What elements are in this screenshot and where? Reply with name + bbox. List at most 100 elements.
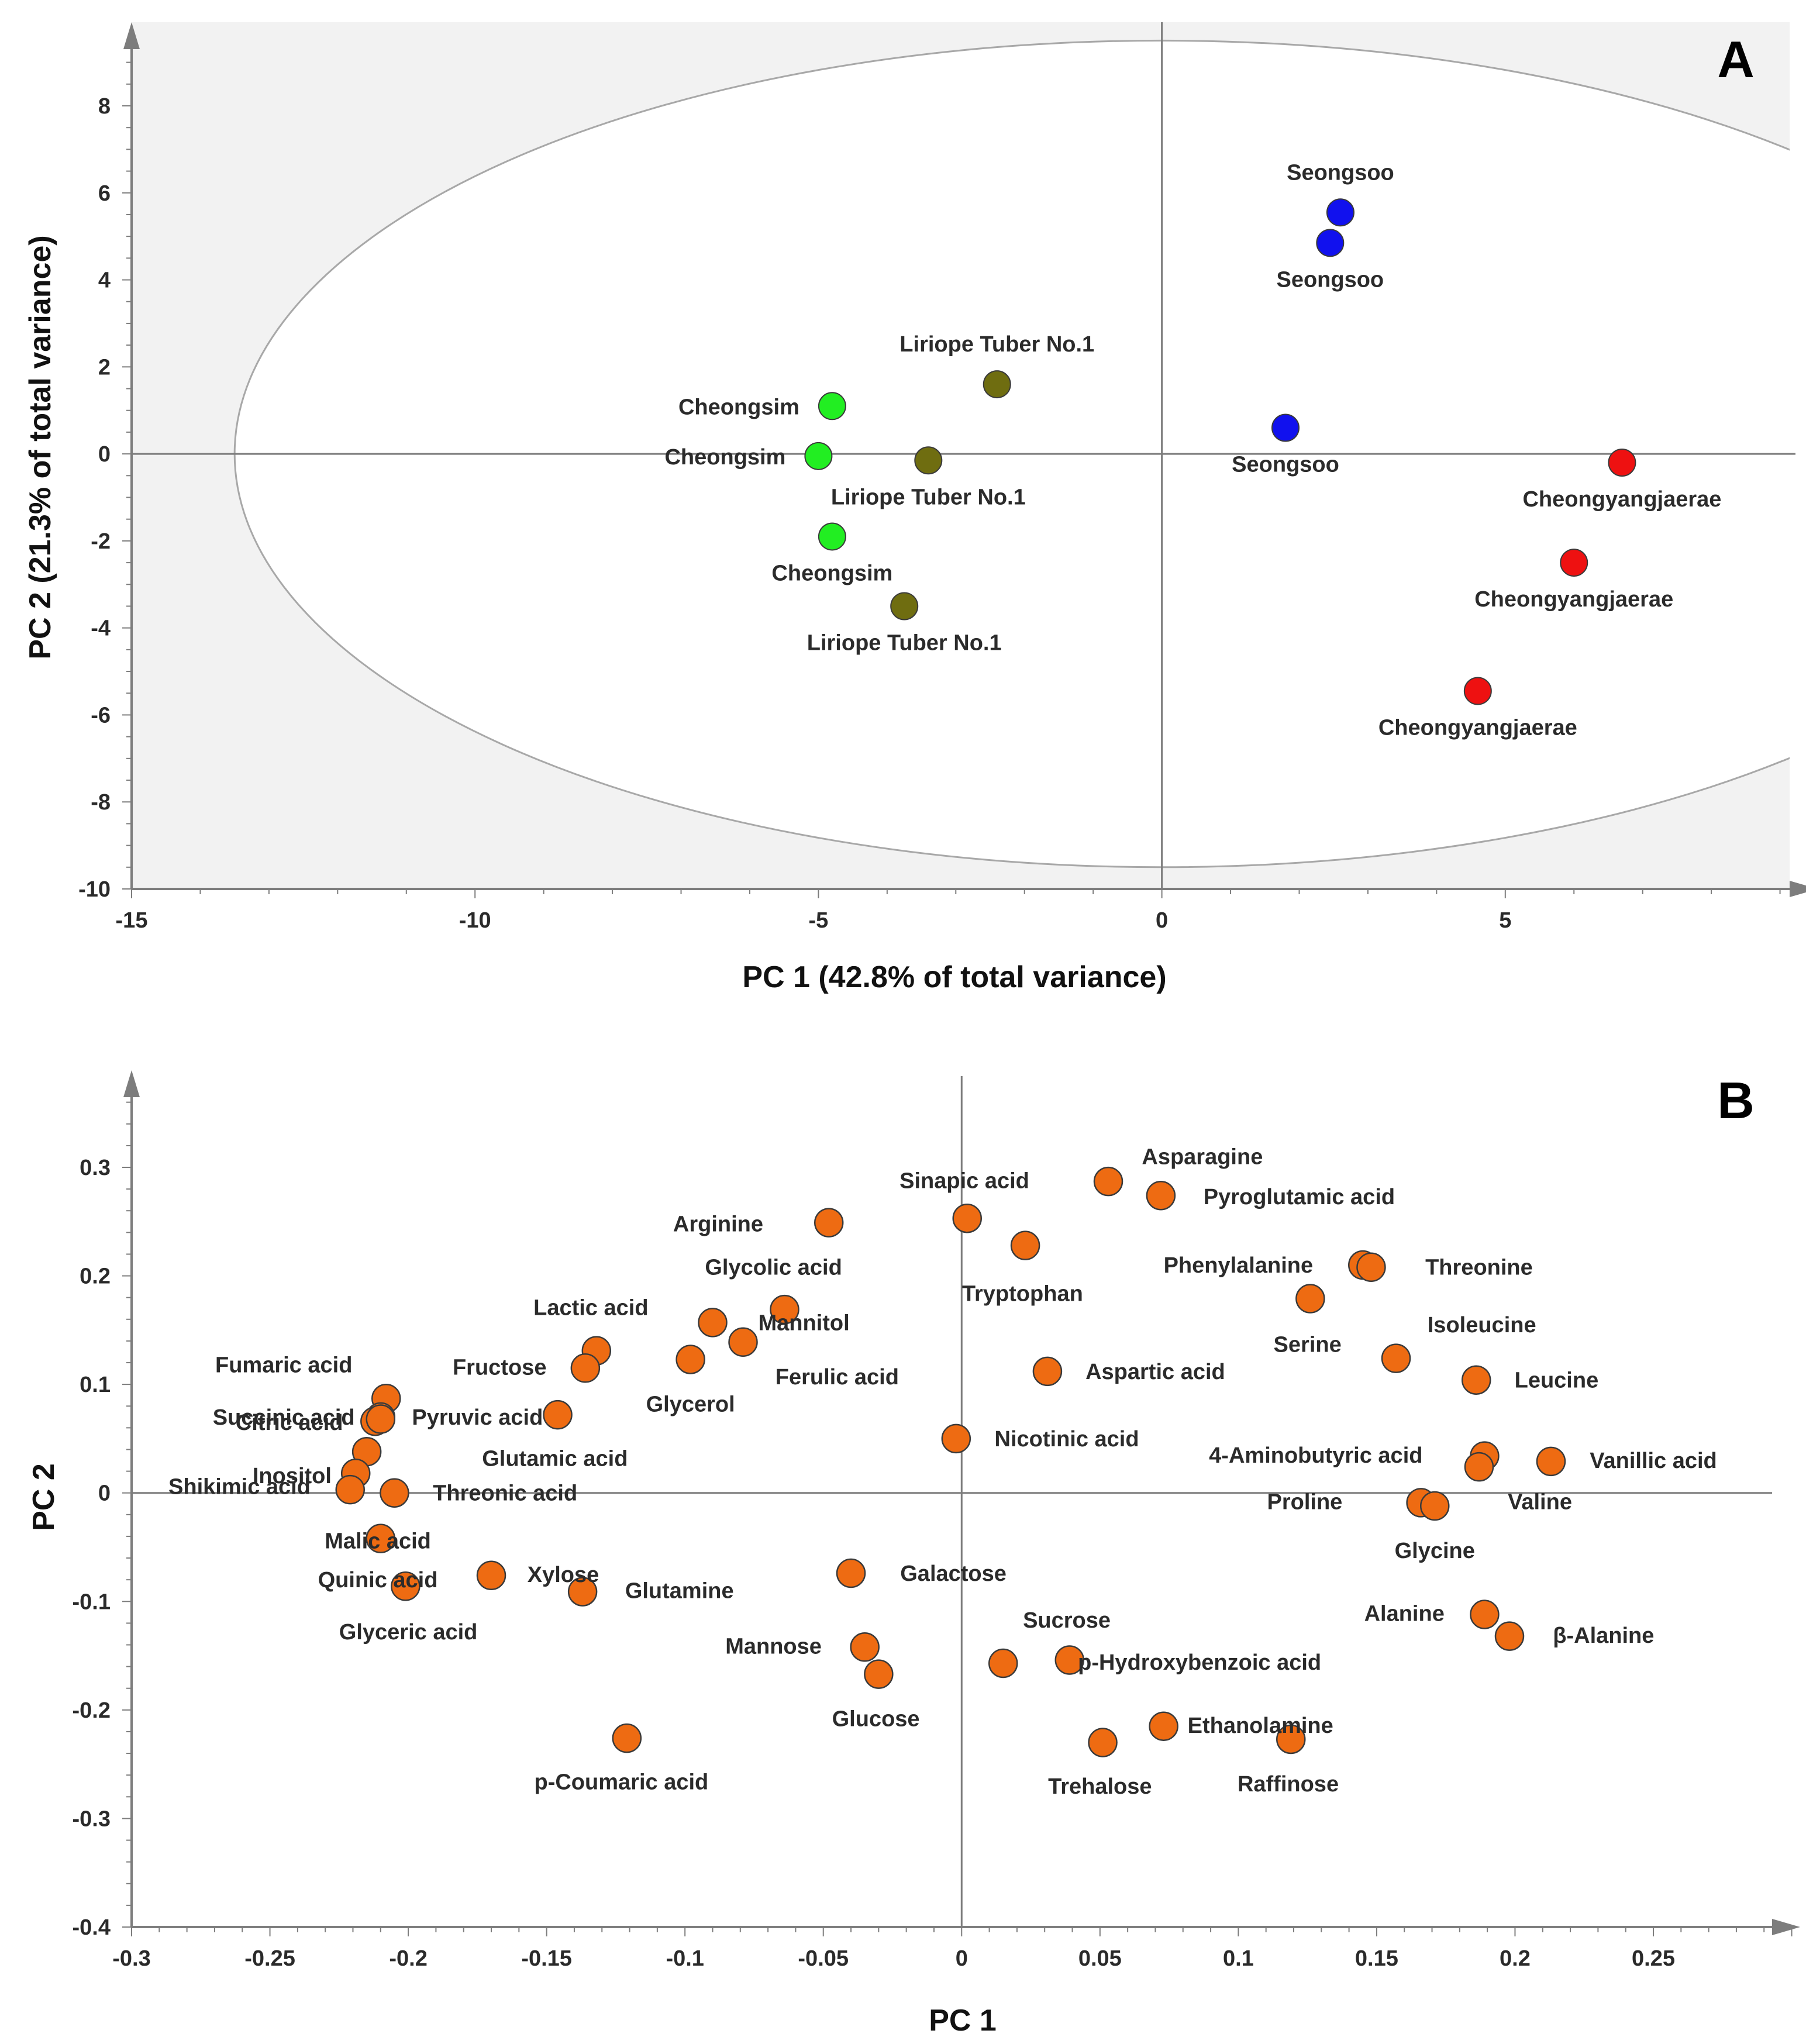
panel-b-loading-label: Tryptophan bbox=[962, 1281, 1083, 1306]
panel-a-sample-points bbox=[804, 198, 1636, 705]
panel-a-point-cheongsim bbox=[804, 442, 833, 470]
panel-b-loading-point bbox=[366, 1404, 396, 1434]
panel-a-y-tick-label: -6 bbox=[91, 703, 111, 728]
panel-b-loading-label: Ethanolamine bbox=[1188, 1714, 1333, 1738]
panel-a-y-tick-label: -2 bbox=[91, 529, 111, 554]
panel-b-loading-point bbox=[814, 1208, 844, 1238]
panel-b-loading-label: Sucrose bbox=[1023, 1608, 1111, 1633]
panel-b-loading-label: Glutamine bbox=[625, 1579, 734, 1604]
panel-b-loading-label: Pyruvic acid bbox=[412, 1405, 543, 1430]
panel-b-loading-point bbox=[570, 1353, 601, 1383]
panel-b-loading-label: Glutamic acid bbox=[482, 1446, 628, 1471]
panel-a-point-liriope bbox=[983, 370, 1011, 399]
panel-b-loading-label: Galactose bbox=[900, 1562, 1007, 1586]
panel-b-loading-point bbox=[391, 1571, 421, 1601]
panel-b-loading-point bbox=[366, 1523, 396, 1553]
panel-b-y-axis-arrow bbox=[123, 1070, 140, 1097]
panel-b-loading-label: Sinapic acid bbox=[899, 1169, 1029, 1193]
panel-a-y-axis-label: PC 2 (21.3% of total variance) bbox=[23, 235, 57, 659]
panel-b-loading-point bbox=[543, 1400, 573, 1430]
panel-a-x-tick-label: 5 bbox=[1499, 908, 1511, 933]
panel-a-point-liriope bbox=[890, 592, 919, 621]
panel-a-x-tick-label: -15 bbox=[116, 908, 148, 933]
panel-b-letter: B bbox=[1717, 1071, 1755, 1129]
panel-b-loading-point bbox=[1149, 1711, 1178, 1741]
panel-b-loading-point bbox=[728, 1327, 758, 1357]
panel-b-x-tick-label: 0.2 bbox=[1500, 1946, 1531, 1971]
panel-b-loading-point bbox=[1536, 1446, 1566, 1477]
panel-b-tick-labels: -0.3 -0.25 -0.2 -0.15 -0.1 -0.05 0 0.05 0.1 0.15 0… bbox=[73, 1156, 1675, 1971]
panel-b-loading-point bbox=[1088, 1728, 1118, 1757]
panel-b-loading-label: Glycine bbox=[1395, 1539, 1475, 1563]
panel-b-loading-point bbox=[1461, 1365, 1491, 1395]
panel-b-axes bbox=[122, 1070, 1800, 1936]
panel-b-loading-point bbox=[1093, 1166, 1123, 1197]
panel-b-loading-label: Shikimic acid bbox=[168, 1475, 311, 1500]
panel-a-y-tick-label: 4 bbox=[98, 268, 111, 293]
panel-b-loading-label: p-Hydroxybenzoic acid bbox=[1078, 1650, 1321, 1675]
panel-b-loading-point bbox=[1054, 1645, 1085, 1675]
panel-b-loading-label: Phenylalanine bbox=[1164, 1253, 1314, 1278]
panel-a-point-label: Cheongsim bbox=[664, 445, 785, 470]
panel-b-loading-label: Xylose bbox=[528, 1563, 599, 1587]
panel-b-loading-label: Glyceric acid bbox=[339, 1620, 478, 1645]
panel-b-x-tick-label: 0.05 bbox=[1078, 1946, 1122, 1971]
panel-b-loading-label: Proline bbox=[1267, 1490, 1342, 1515]
panel-b-y-tick-label: -0.4 bbox=[73, 1915, 111, 1940]
panel-b-x-tick-label: -0.1 bbox=[666, 1946, 704, 1971]
panel-b-x-tick-label: 0.1 bbox=[1223, 1946, 1254, 1971]
panel-b-loading-point bbox=[1470, 1600, 1500, 1629]
panel-b-loading-label: Trehalose bbox=[1048, 1774, 1152, 1799]
panel-a-x-axis-arrow bbox=[1790, 881, 1806, 897]
panel-a-point-label: Cheongyangjaerae bbox=[1474, 587, 1673, 612]
panel-a-y-tick-label: -4 bbox=[91, 616, 111, 641]
panel-b-x-axis-arrow bbox=[1772, 1919, 1800, 1935]
panel-a-letter: A bbox=[1717, 30, 1755, 88]
panel-b-loading-label: 4-Aminobutyric acid bbox=[1209, 1443, 1422, 1468]
panel-b-loading-label: Valine bbox=[1508, 1490, 1572, 1515]
panel-b-loading-labels: Asparagine Pyroglutamic acid Sinapic acid A… bbox=[168, 1145, 1717, 1798]
panel-b-loading-label: Alanine bbox=[1364, 1602, 1445, 1626]
panel-b-loading-point bbox=[836, 1558, 866, 1588]
panel-a-axes bbox=[122, 22, 1806, 898]
panel-b-loading-point bbox=[1356, 1252, 1386, 1282]
panel-a-y-tick-label: 8 bbox=[98, 94, 111, 119]
panel-b-y-tick-label: 0.1 bbox=[80, 1373, 111, 1397]
panel-b-loading-label: Ferulic acid bbox=[776, 1365, 899, 1390]
panel-b-loading-label: Malic acid bbox=[325, 1529, 431, 1553]
panel-b-loading-point bbox=[952, 1203, 982, 1233]
panel-b-y-tick-label: 0.3 bbox=[80, 1156, 111, 1180]
panel-b-loading-label: Quinic acid bbox=[318, 1568, 438, 1593]
panel-a-point-cheongsim bbox=[818, 392, 846, 420]
panel-a-x-tick-label: -5 bbox=[809, 908, 829, 933]
panel-a-point-cheongyang bbox=[1463, 677, 1492, 705]
panel-b-loading-point bbox=[380, 1478, 409, 1508]
panel-a-tick-labels: -15-10-5051086420-2-4-6-8-10 bbox=[78, 94, 1511, 933]
panel-b-loading-point bbox=[850, 1632, 880, 1662]
panel-a-y-tick-label: -10 bbox=[78, 877, 111, 902]
panel-b-loading-label: β-Alanine bbox=[1553, 1624, 1654, 1648]
panel-b-loading-label: Pyroglutamic acid bbox=[1204, 1185, 1395, 1209]
panel-b-loading-label: Fructose bbox=[453, 1355, 546, 1380]
panel-a-point-cheongsim bbox=[818, 522, 846, 551]
panel-b-x-tick-label: 0.25 bbox=[1632, 1946, 1675, 1971]
panel-b-loading-point bbox=[698, 1308, 728, 1338]
panel-b-loading-label: p-Coumaric acid bbox=[535, 1770, 709, 1794]
panel-b-loading-label: Serine bbox=[1274, 1332, 1342, 1357]
panel-b-loading-label: Aspartic acid bbox=[1085, 1360, 1225, 1384]
panel-b-x-tick-label: -0.05 bbox=[798, 1946, 849, 1971]
panel-b-loading-point bbox=[988, 1648, 1018, 1678]
panel-b-y-tick-label: -0.3 bbox=[73, 1807, 111, 1831]
panel-b-loading-point bbox=[612, 1723, 642, 1753]
panel-b-loading-label: Leucine bbox=[1515, 1369, 1599, 1393]
panel-b-loading-label: Glycolic acid bbox=[705, 1256, 842, 1280]
panel-a-point-label: Seongsoo bbox=[1232, 452, 1339, 477]
panel-a-x-tick-label: 0 bbox=[1156, 908, 1168, 933]
panel-b-loading-point bbox=[476, 1560, 506, 1590]
panel-b-loading-label: Threonic acid bbox=[433, 1481, 577, 1506]
panel-b-x-tick-label: -0.25 bbox=[244, 1946, 295, 1971]
panel-b-loading-label: Citric acid bbox=[236, 1411, 343, 1435]
panel-b-loading-point bbox=[1010, 1230, 1040, 1260]
panel-b-loading-point bbox=[1381, 1343, 1411, 1373]
panel-a-point-cheongyang bbox=[1560, 549, 1588, 577]
